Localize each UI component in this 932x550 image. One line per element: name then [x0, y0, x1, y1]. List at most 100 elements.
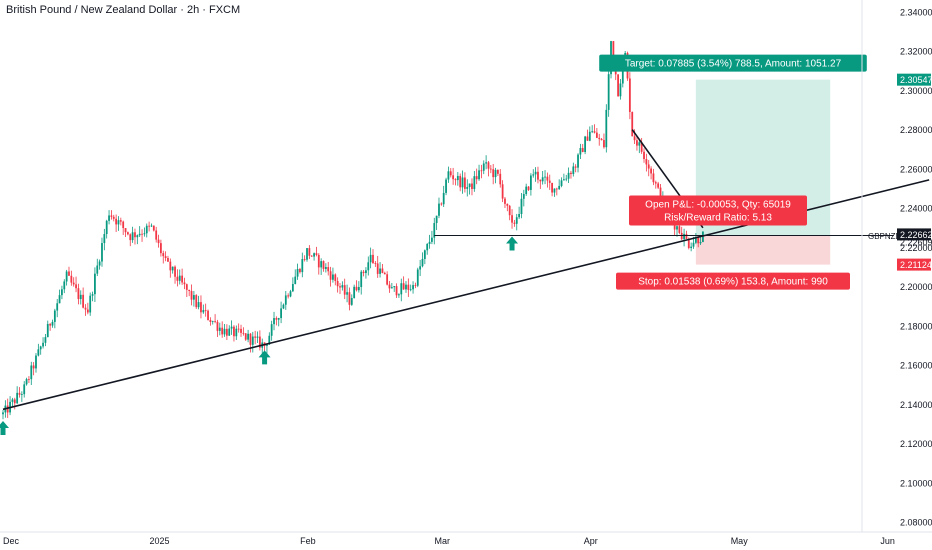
target-price-badge: 2.30547 [900, 75, 932, 85]
candle [574, 164, 577, 173]
candle [461, 170, 464, 194]
candle [508, 204, 511, 221]
candle [112, 214, 115, 222]
candle [419, 259, 422, 277]
candle [13, 397, 16, 410]
candle [148, 221, 151, 232]
candle [428, 234, 431, 249]
candle [277, 317, 280, 327]
candle [86, 302, 89, 315]
candle [374, 261, 377, 267]
candle [343, 278, 346, 300]
candle [190, 284, 193, 306]
candle [367, 256, 370, 276]
current-price-badge-bg [897, 228, 931, 241]
candle [291, 277, 294, 293]
candle [53, 308, 56, 329]
candle [647, 160, 650, 177]
candle [157, 234, 160, 248]
candle [520, 192, 523, 219]
candle [127, 231, 129, 236]
candle [32, 362, 35, 376]
candle [350, 294, 353, 306]
target-label-bg [599, 54, 867, 72]
candle [58, 289, 61, 304]
candle [416, 267, 419, 288]
y-tick-label: 2.18000 [900, 321, 932, 331]
candle [628, 72, 631, 120]
candle [256, 331, 259, 343]
candle [98, 259, 101, 270]
candle [159, 239, 162, 257]
y-tick-label: 2.28000 [900, 125, 932, 135]
candle [341, 281, 344, 291]
candle [678, 223, 681, 235]
candle [593, 124, 596, 134]
candle [551, 182, 554, 197]
candle [211, 320, 214, 325]
candle [20, 391, 23, 402]
y-tick-label: 2.08000 [900, 518, 932, 528]
candle [636, 136, 638, 151]
candle [101, 237, 103, 267]
up-arrow-icon [258, 350, 271, 365]
candle [16, 386, 19, 405]
candle [131, 226, 134, 243]
candle [235, 325, 238, 340]
candle [449, 168, 452, 178]
candle [478, 164, 480, 181]
candle [525, 183, 528, 196]
candle [273, 311, 275, 331]
candle [438, 197, 440, 219]
candle [308, 245, 311, 260]
candle [487, 161, 490, 177]
candle [482, 160, 485, 175]
candle [456, 172, 459, 186]
candle [39, 345, 42, 355]
candle [56, 299, 59, 318]
candle [287, 293, 290, 299]
candle [353, 284, 356, 299]
candle [685, 230, 688, 240]
candle [192, 290, 195, 307]
candle [164, 251, 167, 262]
candle [221, 321, 224, 338]
candle [117, 216, 120, 231]
candle [138, 226, 141, 237]
candle [89, 292, 92, 316]
x-tick-label: Feb [300, 536, 316, 546]
candle [223, 323, 226, 337]
candle [11, 397, 14, 407]
candle [398, 293, 400, 298]
candle [529, 173, 532, 196]
candle [506, 203, 509, 212]
target-label: Target: 0.07885 (3.54%) 788.5, Amount: 1… [599, 54, 867, 72]
candle [544, 170, 546, 185]
candle [527, 186, 530, 191]
candle [84, 304, 87, 316]
candle [607, 68, 610, 117]
candle [431, 230, 433, 245]
candle [216, 319, 219, 338]
y-tick-label: 2.24000 [900, 204, 932, 214]
candle [91, 291, 94, 302]
candle [63, 279, 66, 294]
candle [145, 223, 148, 238]
candle [464, 172, 466, 193]
candle [68, 266, 70, 276]
candle [122, 220, 125, 235]
candle [534, 167, 537, 182]
candle [381, 263, 384, 274]
candle [197, 295, 200, 310]
candle [515, 213, 518, 231]
candle [51, 319, 54, 328]
candle [299, 267, 301, 274]
candle [553, 188, 556, 197]
candle [244, 332, 247, 341]
up-arrow-icon [0, 420, 9, 435]
candle [207, 309, 209, 321]
candle [562, 173, 565, 181]
open-pnl-label-text: Open P&L: -0.00053, Qty: 65019 [645, 199, 791, 210]
candle [30, 361, 33, 386]
